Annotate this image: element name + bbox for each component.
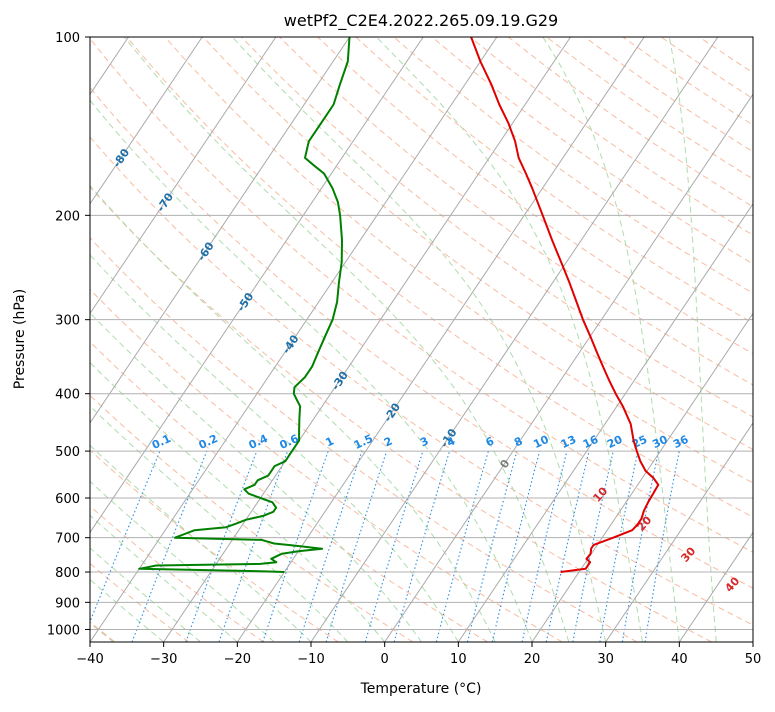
y-tick-label: 300: [55, 314, 80, 329]
y-tick-label: 800: [55, 566, 80, 581]
y-tick-label: 900: [55, 596, 80, 611]
x-tick-label: 20: [524, 652, 541, 667]
x-axis-label: Temperature (°C): [360, 681, 482, 697]
x-tick-label: 40: [671, 652, 688, 667]
chart-title: wetPf2_C2E4.2022.265.09.19.G29: [284, 11, 558, 31]
x-tick-label: −30: [150, 652, 177, 667]
y-axis-label: Pressure (hPa): [12, 289, 28, 389]
y-tick-label: 200: [55, 209, 80, 224]
x-tick-label: 0: [381, 652, 389, 667]
x-tick-label: 10: [450, 652, 467, 667]
x-tick-label: 50: [745, 652, 762, 667]
x-tick-label: −10: [297, 652, 324, 667]
y-tick-label: 400: [55, 388, 80, 403]
y-tick-label: 700: [55, 532, 80, 547]
x-tick-label: −20: [224, 652, 251, 667]
y-tick-label: 500: [55, 445, 80, 460]
x-tick-label: −40: [76, 652, 103, 667]
y-tick-label: 1000: [47, 623, 80, 638]
x-tick-label: 30: [597, 652, 614, 667]
y-tick-label: 600: [55, 492, 80, 507]
y-tick-label: 100: [55, 31, 80, 46]
